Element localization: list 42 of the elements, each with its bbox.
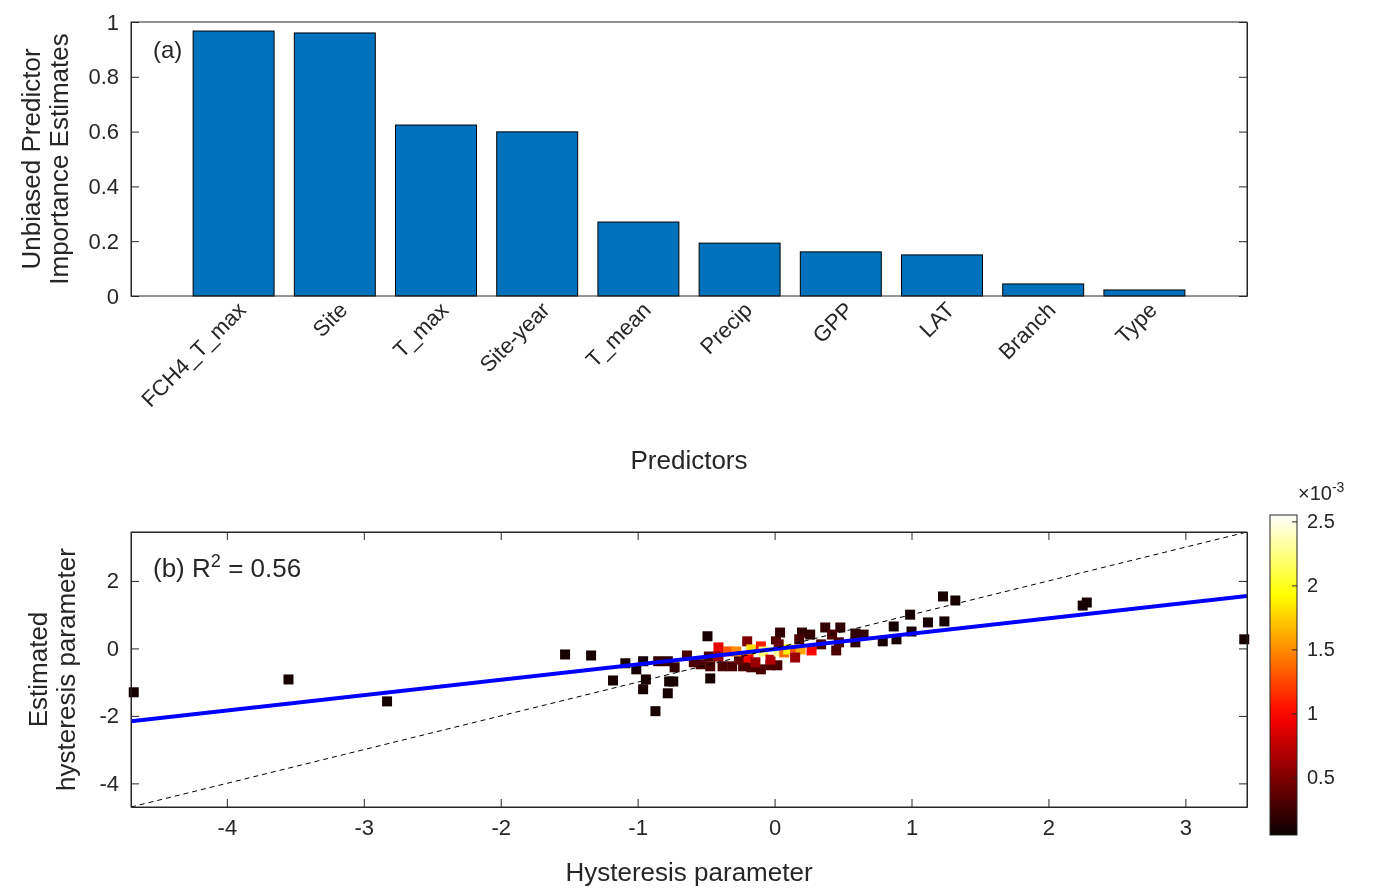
y-tick-label: 1 xyxy=(106,9,119,35)
bar xyxy=(597,221,680,297)
x-tick-label: -4 xyxy=(217,814,238,840)
y-tick-label: -4 xyxy=(99,770,119,796)
bar xyxy=(1002,283,1085,297)
y-tick-label: 0 xyxy=(106,635,119,661)
bar xyxy=(901,254,983,297)
y-tick-label: -2 xyxy=(99,703,119,729)
bar xyxy=(799,251,882,297)
y-tick-label: 0.6 xyxy=(88,119,119,145)
color-bar-label: 0.5 xyxy=(1307,766,1335,789)
x-tick-label: 2 xyxy=(1042,814,1056,840)
color-bar-label: 2.5 xyxy=(1307,510,1335,533)
x-tick-label: 0 xyxy=(768,814,782,840)
bar xyxy=(698,242,781,297)
x-tick-label: Type xyxy=(1110,297,1162,349)
x-tick-label: 3 xyxy=(1179,814,1193,840)
x-tick-label: -3 xyxy=(354,814,375,840)
bar xyxy=(496,131,579,297)
bar xyxy=(395,124,477,297)
y-tick-label: 0.8 xyxy=(88,64,119,90)
x-axis-title: Hysteresis parameter xyxy=(565,857,813,888)
x-tick-label: Site xyxy=(307,297,353,342)
x-tick-label: LAT xyxy=(914,297,960,343)
x-tick-label: -2 xyxy=(491,814,511,840)
y-axis-title: Estimated hysteresis parameter xyxy=(22,547,82,791)
color-bar-label: 2 xyxy=(1307,574,1319,597)
annotation: (b) R$^{2}$ = 0.56 xyxy=(153,551,302,583)
color-bar-title: ×10$^{-3}$ xyxy=(1298,479,1345,504)
y-tick-label: 2 xyxy=(106,568,119,594)
y-axis-title: Unbiased Predictor Importance Estimates xyxy=(15,33,75,285)
x-tick-label: -1 xyxy=(628,814,648,840)
bar xyxy=(1103,289,1186,297)
y-tick-label: 0.4 xyxy=(88,173,119,199)
color-bar-label: 1.5 xyxy=(1307,638,1335,661)
y-tick-label: 0.2 xyxy=(88,228,119,254)
bar xyxy=(192,30,275,297)
x-tick-label: 1 xyxy=(905,814,919,840)
bar xyxy=(293,32,376,297)
x-axis-title: Predictors xyxy=(630,445,748,476)
annotation: (a) xyxy=(153,36,183,63)
color-bar-label: 1 xyxy=(1307,702,1319,725)
